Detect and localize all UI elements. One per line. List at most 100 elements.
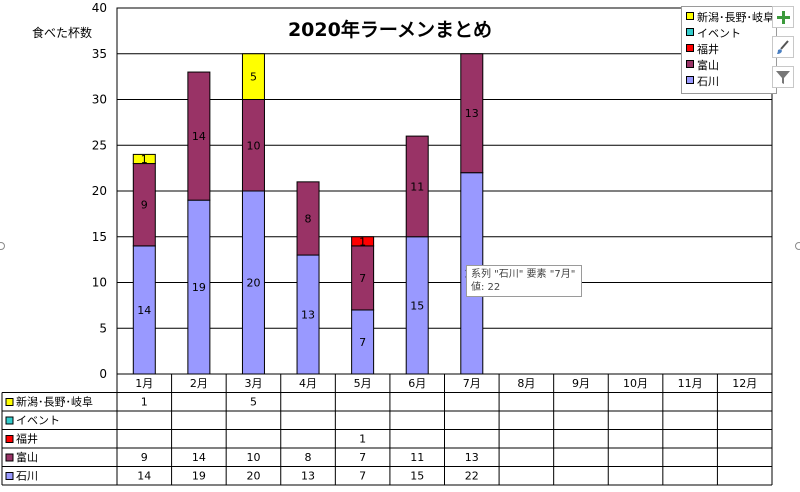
table-cell-value: 15 [410, 470, 424, 483]
table-cell-value: 14 [192, 451, 206, 464]
bar-segment [187, 71, 211, 201]
data-label: 11 [410, 180, 424, 193]
legend-label: 富山 [697, 59, 719, 72]
chart-styles-button[interactable] [772, 36, 794, 58]
table-legend-key [5, 435, 14, 443]
x-tick-label: 6月 [408, 377, 426, 390]
data-label: 7 [359, 336, 366, 349]
bar-segment [296, 181, 320, 256]
legend-item[interactable]: 福井 [686, 42, 719, 58]
data-label: 7 [359, 272, 366, 285]
legend-item[interactable]: 石川 [686, 74, 719, 90]
legend-label: 新潟･長野･岐阜 [697, 11, 774, 24]
bar-segment [405, 135, 429, 238]
x-tick-label: 12月 [732, 377, 757, 390]
table-legend-key [5, 453, 14, 462]
x-tick-label: 1月 [135, 377, 153, 390]
x-tick-label: 10月 [623, 377, 648, 390]
table-cell-value: 19 [192, 470, 206, 483]
table-row-label: 石川 [16, 470, 38, 483]
table-cell-value: 11 [410, 451, 424, 464]
table-cell-value: 9 [141, 451, 148, 464]
table-cell-value: 20 [246, 470, 260, 483]
table-cell-value: 5 [250, 396, 257, 409]
y-tick-label: 30 [92, 93, 107, 107]
chart-legend[interactable]: 新潟･長野･岐阜 イベント福井富山石川 [681, 6, 777, 94]
data-label: 1 [141, 153, 148, 166]
x-tick-label: 4月 [299, 377, 317, 390]
data-label: 5 [250, 71, 257, 84]
y-tick-label: 15 [92, 230, 107, 244]
x-tick-label: 3月 [244, 377, 262, 390]
data-point-tooltip: 系列 "石川" 要素 "7月" 値: 22 [466, 265, 582, 297]
x-tick-label: 7月 [463, 377, 481, 390]
y-tick-label: 5 [99, 321, 107, 335]
bar-segment [132, 153, 156, 165]
data-label: 8 [305, 212, 312, 225]
chart-title: 2020年ラーメンまとめ [288, 18, 492, 41]
table-row-label: 富山 [16, 450, 38, 464]
y-axis-label: 食べた杯数 [32, 25, 92, 40]
data-label: 9 [141, 199, 148, 212]
x-tick-label: 2月 [190, 377, 208, 390]
table-cell-value: 13 [301, 470, 315, 483]
y-tick-label: 40 [92, 1, 107, 15]
data-label: 19 [192, 281, 206, 294]
table-legend-key [5, 472, 14, 480]
legend-swatch [686, 12, 694, 20]
brush-icon [777, 40, 789, 54]
legend-swatch [686, 76, 694, 84]
data-label: 20 [246, 277, 260, 290]
table-legend-key [5, 398, 14, 406]
legend-item[interactable]: 新潟･長野･岐阜 [686, 10, 774, 26]
table-row-label: 新潟･長野･岐阜 [16, 395, 93, 409]
bar-segment [460, 53, 484, 174]
data-label: 14 [137, 304, 151, 317]
table-cell-value: 7 [359, 451, 366, 464]
table-cell-value: 10 [246, 451, 260, 464]
chart-filters-button[interactable] [772, 66, 794, 88]
y-tick-label: 10 [92, 276, 107, 290]
bar-segment [351, 236, 375, 247]
tooltip-value: 値: 22 [471, 282, 501, 293]
legend-label: 石川 [697, 75, 719, 88]
tooltip-series-element: 系列 "石川" 要素 "7月" [471, 269, 576, 280]
data-label: 10 [246, 139, 260, 152]
legend-item[interactable]: イベント [686, 26, 741, 42]
table-cell-value: 8 [305, 451, 312, 464]
x-tick-label: 11月 [678, 377, 703, 390]
filter-icon [776, 71, 790, 84]
data-label: 13 [301, 309, 315, 322]
y-tick-label: 25 [92, 138, 107, 152]
data-label: 15 [410, 299, 424, 312]
data-label: 1 [359, 235, 366, 248]
resize-handle-left[interactable] [0, 242, 5, 250]
bar-segment [241, 53, 265, 100]
x-tick-label: 9月 [572, 377, 590, 390]
x-tick-label: 8月 [517, 377, 535, 390]
table-cell-value: 1 [141, 396, 148, 409]
y-tick-label: 20 [92, 184, 107, 198]
legend-swatch [686, 28, 694, 36]
legend-label: 福井 [697, 43, 719, 56]
y-tick-label: 0 [99, 367, 107, 381]
legend-swatch [686, 44, 694, 52]
chart-elements-button[interactable] [772, 6, 794, 28]
x-tick-label: 5月 [354, 377, 372, 390]
legend-label: イベント [697, 27, 741, 40]
plus-icon [777, 11, 790, 24]
legend-item[interactable]: 富山 [686, 58, 719, 74]
table-row-label: イベント [16, 414, 60, 427]
table-cell-value: 1 [359, 433, 366, 446]
table-cell-value: 7 [359, 470, 366, 483]
data-label: 13 [465, 107, 479, 120]
legend-swatch [686, 60, 694, 68]
table-cell-value: 14 [137, 470, 151, 483]
table-cell-value: 13 [465, 451, 479, 464]
table-cell-value: 22 [465, 470, 479, 483]
data-label: 14 [192, 130, 206, 143]
resize-handle-right[interactable] [795, 242, 800, 250]
y-tick-label: 35 [92, 47, 107, 61]
table-legend-key [5, 416, 14, 425]
